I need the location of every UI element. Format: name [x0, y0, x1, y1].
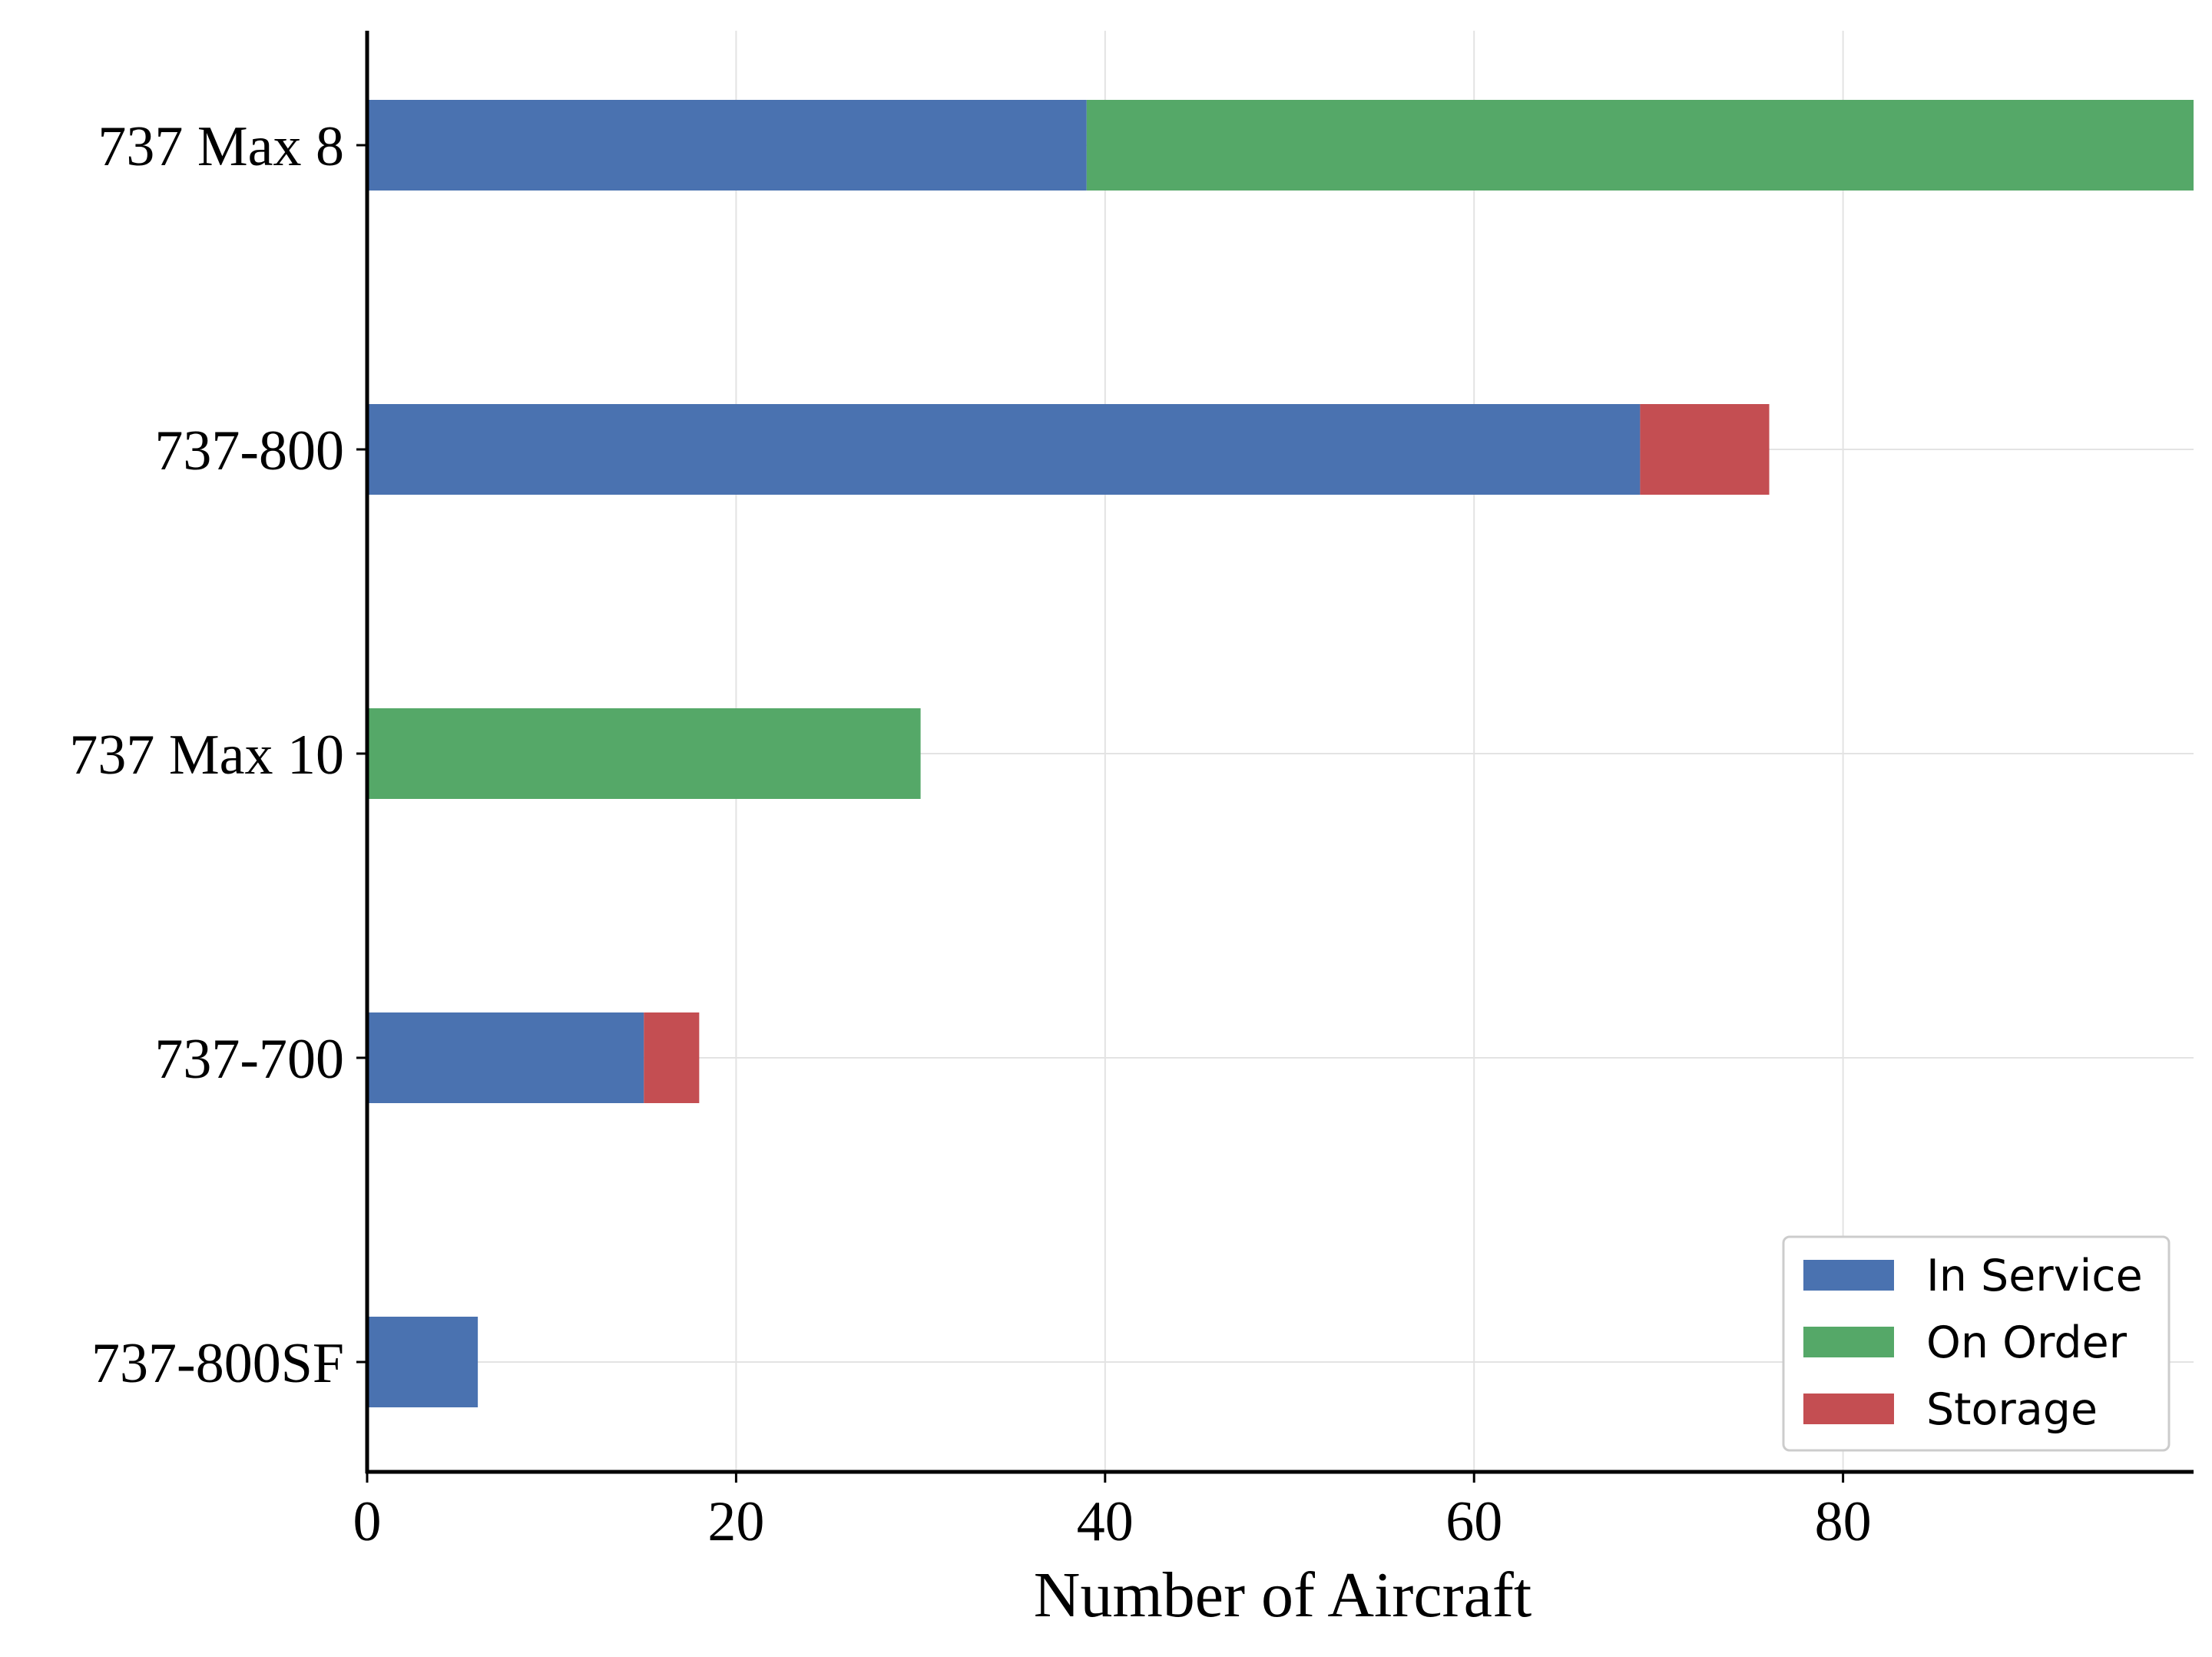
- y-tick-label: 737 Max 8: [98, 115, 344, 178]
- x-tick-label: 80: [1815, 1490, 1872, 1553]
- legend-label-storage: Storage: [1926, 1384, 2098, 1435]
- y-tick-label: 737-800: [154, 419, 344, 482]
- legend-swatch-storage: [1803, 1394, 1894, 1424]
- y-tick-label: 737 Max 10: [69, 724, 344, 787]
- bar-segment-on-order: [1086, 100, 2194, 191]
- x-tick-label: 0: [353, 1490, 382, 1553]
- y-tick-label: 737-800SF: [91, 1332, 344, 1395]
- bar-segment-in-service: [367, 404, 1641, 495]
- y-tick-label: 737-700: [154, 1028, 344, 1091]
- bar-segment-in-service: [367, 1317, 478, 1407]
- bar-segment-in-service: [367, 100, 1087, 191]
- bar-segment-on-order: [367, 708, 921, 799]
- bar-segment-storage: [1640, 404, 1770, 495]
- legend-label-on-order: On Order: [1926, 1317, 2128, 1368]
- legend-swatch-in-service: [1803, 1260, 1894, 1291]
- bar-segment-storage: [644, 1012, 700, 1103]
- bars: [367, 100, 2194, 1407]
- x-tick-label: 60: [1445, 1490, 1502, 1553]
- legend-label-in-service: In Service: [1926, 1251, 2143, 1301]
- legend-swatch-on-order: [1803, 1327, 1894, 1357]
- bar-segment-in-service: [367, 1012, 644, 1103]
- x-tick-label: 40: [1077, 1490, 1134, 1553]
- axes: [356, 31, 2194, 1483]
- legend: In Service On Order Storage: [1782, 1235, 2171, 1452]
- x-axis-title: Number of Aircraft: [1034, 1559, 1532, 1631]
- tick-labels: 0 20 40 60 80 737 Max 8 737-800 737 Max 10 737-7…: [69, 115, 1871, 1553]
- x-tick-label: 20: [707, 1490, 764, 1553]
